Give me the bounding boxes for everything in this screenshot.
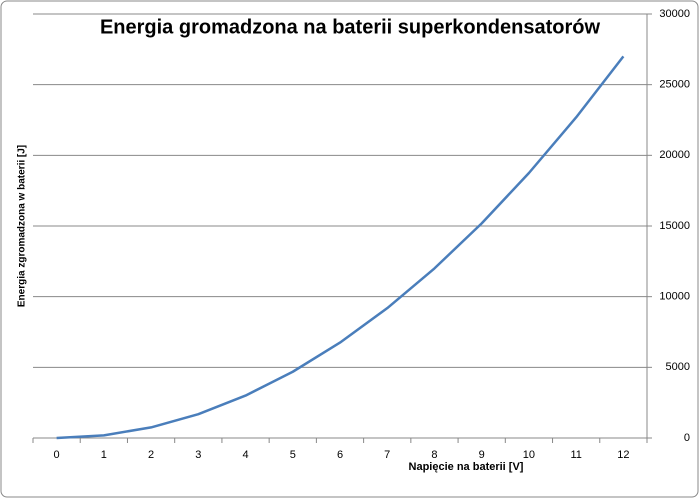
y-axis-label: Energia zgromadzona w baterii [J] [17, 145, 28, 307]
x-tick-label: 11 [570, 449, 581, 461]
chart-title: Energia gromadzona na baterii superkonde… [100, 16, 601, 38]
x-tick-label: 0 [54, 449, 60, 461]
data-line [56, 55, 625, 440]
x-tick-label: 4 [242, 449, 248, 461]
x-tick-label: 7 [384, 449, 390, 461]
y-tick-label: 30000 [659, 8, 690, 20]
y-tick-label: 0 [684, 432, 690, 444]
x-axis-label: Napięcie na baterii [V] [409, 461, 524, 473]
x-tick-label: 12 [617, 449, 629, 461]
x-tick-label: 2 [148, 449, 154, 461]
x-tick-label: 3 [195, 449, 201, 461]
x-tick-label: 6 [337, 449, 343, 461]
y-tick-label: 15000 [659, 220, 690, 232]
x-tick-label: 1 [101, 449, 107, 461]
y-tick-label: 25000 [659, 79, 690, 91]
x-tick-label: 10 [523, 449, 535, 461]
y-tick-label: 20000 [659, 149, 690, 161]
x-tick-label: 5 [290, 449, 296, 461]
x-tick-label: 8 [431, 449, 437, 461]
y-tick-label: 5000 [666, 361, 690, 373]
x-tick-label: 9 [479, 449, 485, 461]
y-tick-label: 10000 [659, 291, 690, 303]
